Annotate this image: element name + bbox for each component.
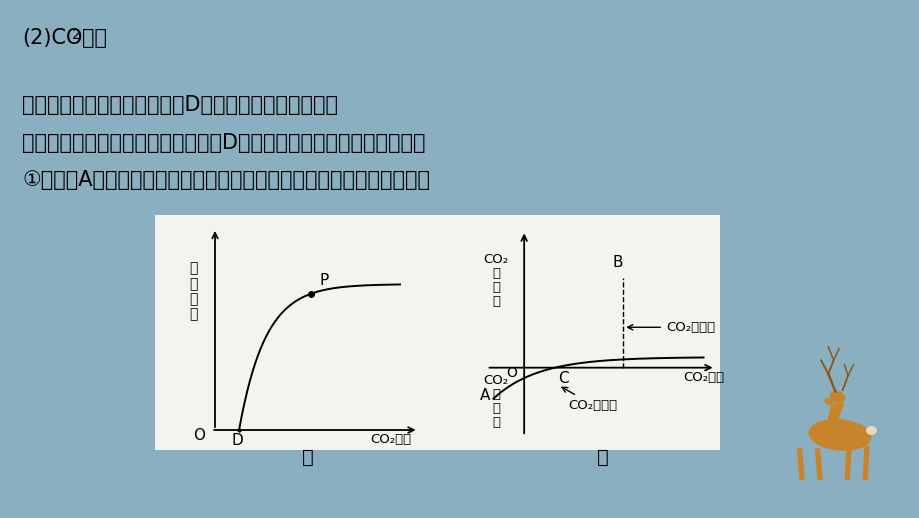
FancyBboxPatch shape: [154, 215, 720, 450]
Polygon shape: [825, 404, 844, 426]
Text: CO₂补偿点: CO₂补偿点: [562, 387, 617, 412]
Text: C: C: [557, 371, 568, 386]
Ellipse shape: [823, 398, 832, 405]
Ellipse shape: [829, 391, 845, 404]
Text: (2)CO: (2)CO: [22, 28, 83, 48]
Ellipse shape: [808, 419, 870, 451]
Text: B: B: [612, 255, 623, 270]
Text: CO₂浓度: CO₂浓度: [369, 433, 411, 446]
Text: P: P: [319, 272, 328, 287]
Ellipse shape: [865, 426, 876, 435]
Text: O: O: [505, 366, 516, 380]
Text: 2: 2: [72, 28, 81, 42]
Bar: [796, 448, 804, 480]
Text: 光
合
速
率: 光 合 速 率: [188, 262, 197, 321]
Bar: [862, 446, 868, 480]
Text: CO₂浓度: CO₂浓度: [682, 371, 723, 384]
Bar: [844, 446, 851, 480]
Text: ①图乙中A点时代谢特点为光合速率与细胞呼吸速率相等，此时的二氧化: ①图乙中A点时代谢特点为光合速率与细胞呼吸速率相等，此时的二氧化: [22, 170, 429, 190]
Text: CO₂
吸
收
量: CO₂ 吸 收 量: [483, 253, 508, 308]
Text: CO₂
释
放
量: CO₂ 释 放 量: [483, 374, 508, 429]
Text: D: D: [231, 433, 243, 448]
Text: 乙: 乙: [596, 448, 607, 467]
Text: 甲: 甲: [301, 448, 313, 467]
Text: A: A: [480, 388, 490, 403]
Text: CO₂饱和点: CO₂饱和点: [627, 321, 714, 334]
Text: 浓度: 浓度: [82, 28, 107, 48]
Text: 作用时最小二氧化碳浓度，从D点才开始启动光合作用。: 作用时最小二氧化碳浓度，从D点才开始启动光合作用。: [22, 95, 337, 115]
Bar: [814, 448, 822, 480]
Text: 碳浓度为二氧化碳补偿点，而图甲中D点时二氧化碳浓度是植物进行光合: 碳浓度为二氧化碳补偿点，而图甲中D点时二氧化碳浓度是植物进行光合: [22, 133, 425, 153]
Text: O: O: [193, 428, 205, 443]
